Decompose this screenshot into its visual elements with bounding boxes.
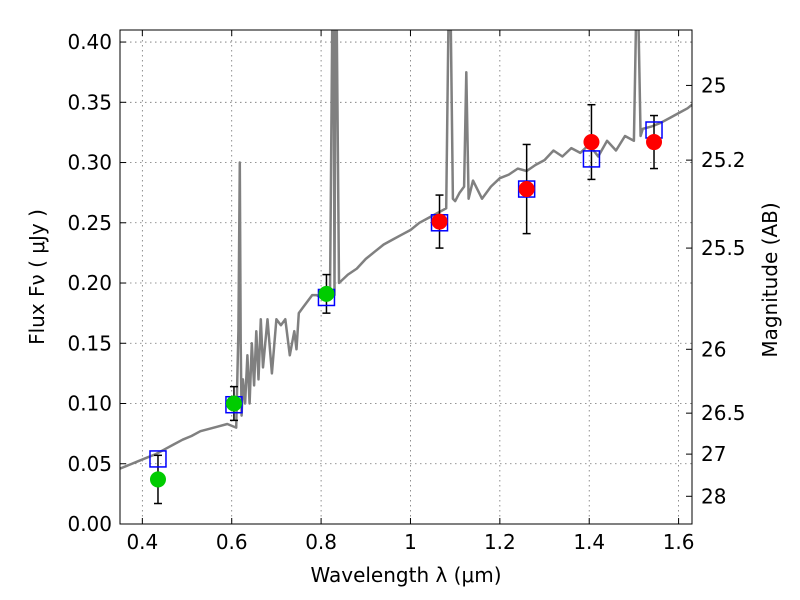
observed-points (149, 134, 663, 488)
y-tick-label: 0.30 (67, 151, 112, 175)
error-bars (153, 103, 659, 505)
y2-tick-label: 28 (701, 484, 726, 508)
spectrum-line (120, 30, 692, 470)
y2-tick-label: 25.2 (701, 148, 746, 172)
x-tick-label: 1.4 (573, 530, 605, 554)
y2-tick-label: 26.5 (701, 401, 746, 425)
y-tick-label: 0.40 (67, 30, 112, 54)
observed-point (431, 213, 448, 230)
axis-ticks (120, 30, 692, 525)
observed-point (646, 134, 663, 151)
plot-frame (119, 29, 693, 525)
x-tick-label: 0.4 (126, 530, 158, 554)
y2-tick-label: 27 (701, 442, 726, 466)
y-tick-label: 0.10 (67, 392, 112, 416)
tick-labels: 0.4 0.6 0.8 1 1.2 1.4 1.6 0.00 0.05 0.10 0.15 0.20 0… (67, 30, 745, 554)
y-axis-title: Flux Fν ( μJy ) (25, 209, 49, 345)
x-tick-label: 1.6 (663, 530, 695, 554)
y-tick-label: 0.05 (67, 452, 112, 476)
y2-tick-label: 25 (701, 73, 726, 97)
x-tick-label: 0.8 (305, 530, 337, 554)
x-tick-label: 1.2 (484, 530, 516, 554)
y2-tick-label: 25.5 (701, 236, 746, 260)
observed-point (149, 471, 166, 488)
y-tick-label: 0.15 (67, 331, 112, 355)
plot-area (120, 30, 692, 505)
model-square (149, 450, 167, 468)
y-tick-label: 0.25 (67, 211, 112, 235)
spectrum-series (120, 30, 692, 470)
x-tick-label: 0.6 (216, 530, 248, 554)
y2-axis-title: Magnitude (AB) (758, 202, 782, 357)
model-squares (149, 121, 663, 468)
observed-point (318, 285, 335, 302)
observed-point (225, 395, 242, 412)
x-tick-label: 1 (404, 530, 417, 554)
observed-point (583, 134, 600, 151)
observed-point (518, 181, 535, 198)
y2-tick-label: 26 (701, 337, 726, 361)
y-tick-label: 0.00 (67, 512, 112, 536)
gridlines (120, 30, 692, 525)
y-tick-label: 0.35 (67, 90, 112, 114)
x-axis-title: Wavelength λ (μm) (310, 563, 501, 587)
y-tick-label: 0.20 (67, 271, 112, 295)
model-square (582, 150, 601, 168)
